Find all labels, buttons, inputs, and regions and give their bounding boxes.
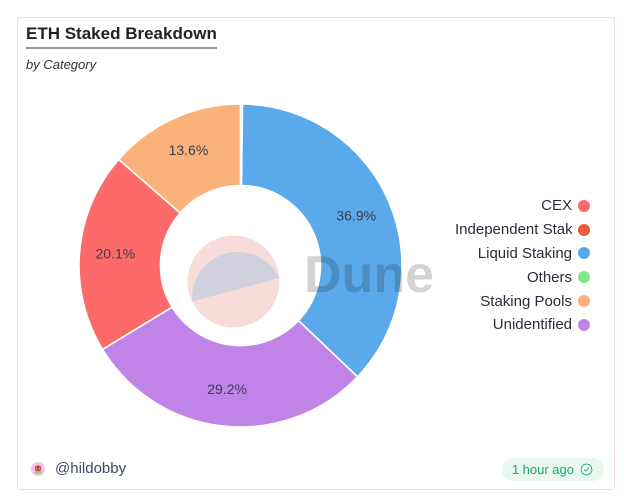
svg-text:Dune: Dune bbox=[304, 246, 434, 304]
svg-text:29.2%: 29.2% bbox=[207, 381, 247, 397]
svg-text:13.6%: 13.6% bbox=[169, 142, 209, 158]
svg-text:36.9%: 36.9% bbox=[336, 207, 376, 223]
svg-text:20.1%: 20.1% bbox=[96, 246, 136, 262]
